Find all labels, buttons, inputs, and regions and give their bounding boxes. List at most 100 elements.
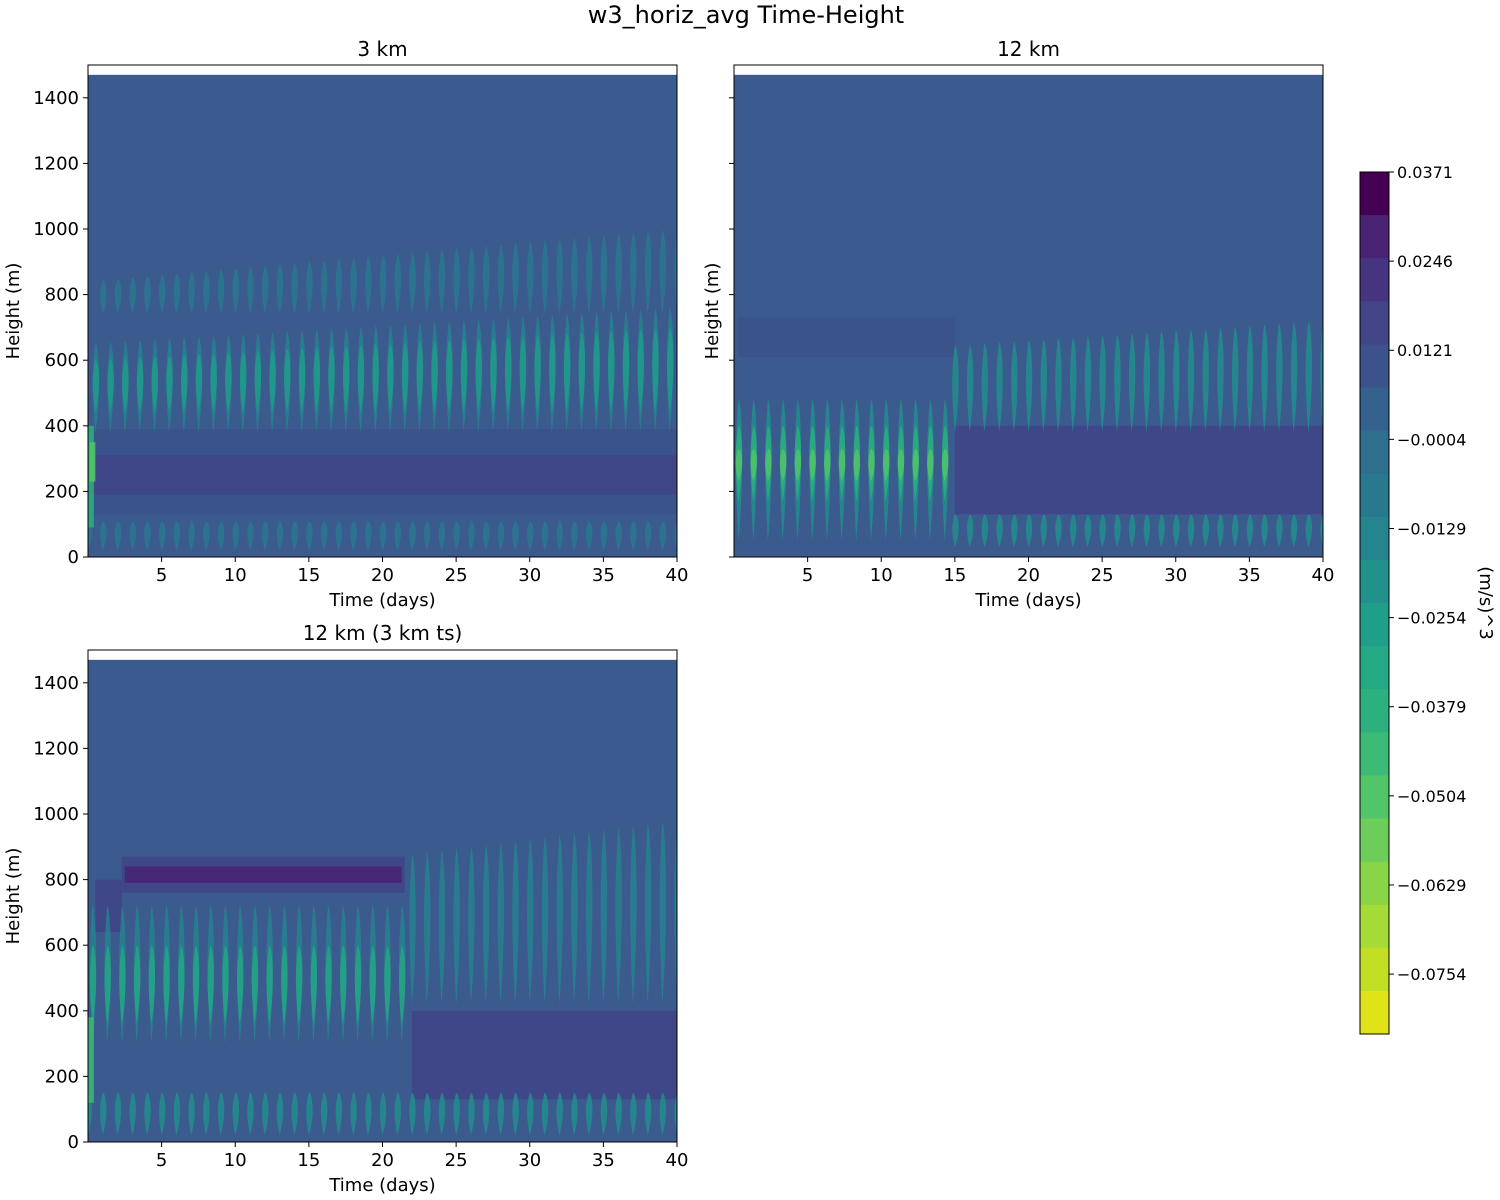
y-tick-label: 1000 [33,804,79,825]
contour-streak [401,342,409,413]
contour-streak [1320,514,1323,548]
contour-streak [615,520,622,551]
y-axis-label: Height (m) [3,263,24,360]
contour-streak [158,274,166,315]
contour-streak [1143,332,1151,433]
colorbar-swatch [1360,689,1389,733]
contour-streak [173,1092,181,1136]
contour-streak [446,340,453,413]
contour-streak [1217,327,1224,433]
colorbar-frame [1359,171,1390,1035]
contour-streak [981,343,989,433]
contour-streak [438,1092,446,1136]
contour-streak [882,448,890,482]
x-tick-label: 20 [371,1150,394,1171]
colorbar-tick-label: −0.0004 [1397,430,1466,449]
x-tick-label: 35 [1238,565,1261,586]
contour-streak [369,945,376,1024]
contour-streak [173,273,181,315]
contour-streak [423,520,431,551]
contour-streak [1069,337,1077,433]
colorbar-swatch [1360,947,1389,992]
contour-streak [122,358,129,413]
heatmap-area [734,74,1323,557]
contour-streak [644,231,652,315]
contour-streak [320,1092,328,1136]
contour-streak [158,520,166,551]
contour-streak [1143,514,1151,548]
contour-streak [291,520,298,551]
y-axis-ticks: 0 200 400 600 800 1000 1200 1400 [33,673,88,1153]
contour-streak [100,280,107,315]
y-axis-label: Height (m) [3,848,24,945]
contour-band [411,1010,677,1100]
contour-streak [232,520,239,551]
contour-streak [276,264,284,315]
contour-streak [556,520,563,551]
panel-title: 12 km (3 km ts) [303,621,463,645]
contour-streak [210,353,217,413]
x-tick-label: 20 [371,565,394,586]
contour-streak [89,945,97,1024]
x-axis-ticks: 5 10 15 20 25 30 35 40 [156,1142,688,1171]
colorbar-swatch [1360,430,1389,475]
colorbar-ticks: 0.0371 0.0246 0.0121 −0.0004 −0.0129 −0.0254 −… [1389,163,1466,984]
contour-streak [88,520,92,551]
contour-streak [262,265,269,315]
contour-streak [217,520,225,551]
contour-streak [129,277,136,315]
contour-streak [519,336,527,413]
contour-streak [306,520,313,551]
contour-streak [119,945,126,1024]
x-tick-label: 30 [518,565,541,586]
contour-streak [952,345,959,433]
contour-streak [1231,326,1239,433]
x-tick-label: 40 [666,565,689,586]
contour-streak [306,261,313,315]
x-axis-label: Time (days) [328,590,435,611]
contour-streak [163,945,170,1024]
contour-streak [608,331,615,413]
contour-streak [666,327,674,413]
contour-streak [644,1092,652,1136]
contour-streak [468,1092,475,1136]
contour-streak [615,234,622,315]
x-tick-label: 35 [592,1150,615,1171]
contour-streak [247,1092,254,1136]
contour-streak [644,520,652,551]
contour-streak [809,448,816,482]
contour-streak [600,1092,608,1136]
contour-streak [372,344,379,413]
colorbar-tick-label: 0.0121 [1397,341,1453,360]
x-tick-label: 5 [156,1150,167,1171]
contour-streak [556,239,563,315]
contour-streak [981,514,989,548]
contour-streak [1231,514,1239,548]
contour-streak [1128,333,1136,433]
contour-streak [1128,514,1136,548]
contour-streak [1040,514,1047,548]
contour-streak [107,358,114,413]
panel-title: 12 km [997,37,1060,61]
contour-streak [310,945,318,1024]
contour-streak [384,945,391,1024]
contour-streak [1040,339,1047,433]
y-tick-label: 1400 [33,673,79,694]
contour-streak [1055,514,1062,548]
contour-streak [295,945,303,1024]
contour-streak [1305,514,1313,548]
contour-streak [941,448,949,482]
contour-streak [1011,514,1018,548]
contour-streak [92,359,100,413]
colorbar-tick-label: −0.0379 [1397,698,1466,717]
colorbar-swatch [1360,473,1389,518]
contour-streak [497,1092,505,1136]
panel-title: 3 km [357,37,407,61]
contour-streak [1276,323,1283,433]
contour-streak [100,1092,107,1136]
contour-streak [541,1092,549,1136]
contour-streak [1084,514,1092,548]
contour-streak [637,329,644,413]
contour-streak [1025,340,1033,433]
heatmap-area [88,74,677,557]
